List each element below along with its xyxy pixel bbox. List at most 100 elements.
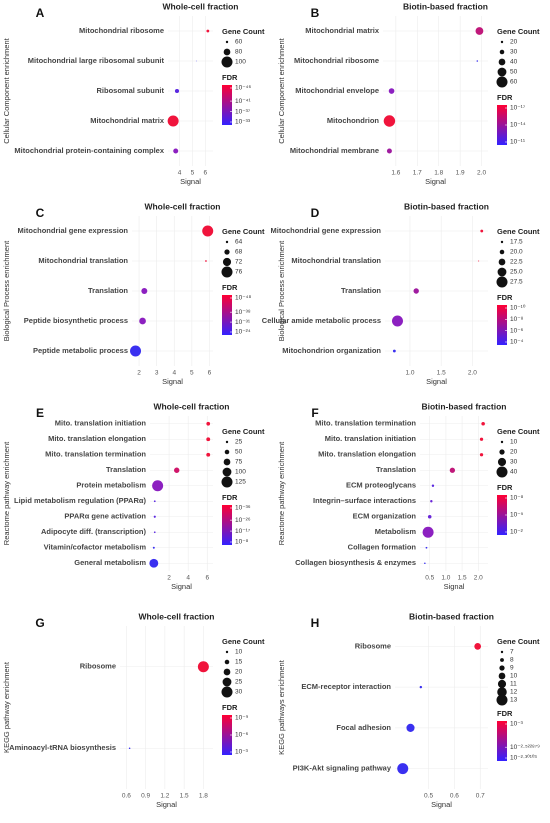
- x-axis-title: Signal: [444, 582, 465, 591]
- color-tick-label: 10⁻¹⁴: [510, 122, 526, 129]
- category-label: Mito. translation elongation: [48, 434, 146, 443]
- dot: [197, 661, 209, 673]
- size-legend-label: 9: [510, 665, 514, 672]
- size-legend-label: 100: [235, 59, 246, 66]
- size-legend-label: 30: [510, 459, 518, 466]
- panel-letter: A: [36, 6, 45, 20]
- x-axis-title: Signal: [156, 800, 177, 809]
- size-legend-label: 20: [510, 39, 518, 46]
- size-legend-label: 40: [510, 469, 518, 476]
- dot: [449, 467, 456, 473]
- size-legend-label: 25: [235, 679, 243, 686]
- x-tick-label: 1.9: [456, 170, 465, 177]
- color-tick-label: 10⁻³⁷: [235, 108, 251, 115]
- category-label: Aminoacyl-tRNA biosynthesis: [9, 743, 116, 752]
- size-legend-dot: [225, 440, 229, 444]
- category-label: Mitochondrial large ribosomal subunit: [28, 56, 165, 65]
- color-legend-title: FDR: [497, 293, 513, 302]
- size-legend-label: 60: [510, 79, 518, 86]
- size-legend-label: 40: [510, 59, 518, 66]
- category-label: Metabolism: [375, 527, 417, 536]
- x-tick-label: 5: [190, 370, 194, 377]
- size-legend-label: 27.5: [510, 279, 523, 286]
- dot: [195, 60, 197, 62]
- panel: 0.6 0.9 1.2 1.5 1.8 Ribosome Aminoacyl-tRNA bi…: [2, 611, 265, 809]
- y-axis-title: KEGG pathway enrichment: [2, 661, 11, 753]
- size-legend-dot: [221, 266, 233, 278]
- color-bar: [222, 505, 232, 545]
- size-legend-label: 50: [510, 69, 518, 76]
- size-legend-label: 15: [235, 659, 243, 666]
- size-legend-label: 25: [235, 439, 243, 446]
- category-label: Mitochondrion: [327, 116, 379, 125]
- panel: 1.0 1.5 2.0 Mitochondrial gene expression Mi…: [262, 201, 540, 386]
- size-legend-dot: [500, 658, 504, 662]
- dot: [139, 317, 146, 325]
- dot: [128, 747, 131, 750]
- size-legend-dot: [498, 58, 506, 66]
- category-label: Mitochondrial ribosome: [294, 56, 379, 65]
- size-legend-label: 13: [510, 697, 518, 704]
- x-axis-title: Signal: [180, 177, 201, 186]
- x-tick-label: 2.0: [468, 370, 477, 377]
- dot: [153, 500, 156, 503]
- size-legend-dot: [222, 467, 232, 477]
- x-tick-label: 0.5: [425, 575, 434, 582]
- panel-letter: D: [311, 206, 320, 220]
- size-legend-label: 50: [235, 449, 243, 456]
- category-label: ECM-receptor interaction: [301, 682, 391, 691]
- size-legend-dot: [221, 686, 233, 698]
- dot: [422, 526, 434, 538]
- panel: 1.6 1.7 1.8 1.9 2.0 Mitochondrial matrix Mitoc…: [277, 1, 540, 186]
- size-legend-label: 125: [235, 479, 246, 486]
- dot: [480, 229, 484, 233]
- color-tick-label: 10⁻⁴¹: [235, 98, 251, 105]
- category-label: Mito. translation initiation: [55, 419, 147, 428]
- category-label: Mitochondrial protein-containing complex: [14, 146, 164, 155]
- color-legend-title: FDR: [222, 493, 238, 502]
- y-axis-title: Reactome pathway enrichment: [277, 441, 286, 545]
- size-legend-label: 68: [235, 249, 243, 256]
- panel-letter: E: [36, 406, 44, 420]
- panel-letter: H: [311, 616, 320, 630]
- dot: [202, 225, 214, 237]
- category-label: Focal adhesion: [336, 723, 391, 732]
- category-label: Adipocyte diff. (transcription): [41, 527, 147, 536]
- size-legend-label: 7: [510, 649, 514, 656]
- dot: [206, 437, 211, 442]
- size-legend-dot: [497, 457, 507, 467]
- category-label: Integrin–surface interactions: [313, 496, 416, 505]
- size-legend-dot: [499, 49, 505, 55]
- panel-letter: F: [311, 406, 318, 420]
- dot: [392, 349, 396, 353]
- dot: [386, 148, 392, 154]
- size-legend-dot: [496, 76, 508, 88]
- x-tick-label: 1.0: [441, 575, 450, 582]
- size-legend-label: 76: [235, 269, 243, 276]
- color-tick-label: 10⁻⁵: [510, 512, 524, 519]
- x-tick-label: 1.6: [391, 170, 400, 177]
- x-tick-label: 0.9: [141, 793, 150, 800]
- size-legend-dot: [499, 249, 505, 255]
- size-legend-label: 20: [510, 449, 518, 456]
- size-legend-label: 100: [235, 469, 246, 476]
- color-tick-label: 10⁻²: [510, 529, 524, 536]
- category-label: Translation: [88, 286, 128, 295]
- x-tick-label: 0.6: [122, 793, 131, 800]
- category-label: Mitochondrial ribosome: [79, 26, 164, 35]
- size-legend-label: 30: [235, 689, 243, 696]
- x-tick-label: 0.7: [476, 793, 485, 800]
- x-tick-label: 0.5: [424, 793, 433, 800]
- x-tick-label: 2.0: [477, 170, 486, 177]
- color-tick-label: 10⁻¹⁰: [510, 304, 526, 312]
- panel: 2 3 4 5 6 Mitochondrial gene expression Mitoch…: [2, 201, 265, 386]
- x-tick-label: 3: [155, 370, 159, 377]
- panel: 0.5 0.6 0.7 Ribosome ECM-receptor interactio…: [277, 611, 540, 809]
- size-legend-label: 11: [510, 681, 517, 688]
- dot: [174, 467, 180, 473]
- dot: [413, 288, 419, 294]
- y-axis-title: Biological Process enrichment: [277, 240, 286, 341]
- x-tick-label: 0.6: [450, 793, 459, 800]
- color-tick-label: 10⁻¹¹: [510, 139, 526, 146]
